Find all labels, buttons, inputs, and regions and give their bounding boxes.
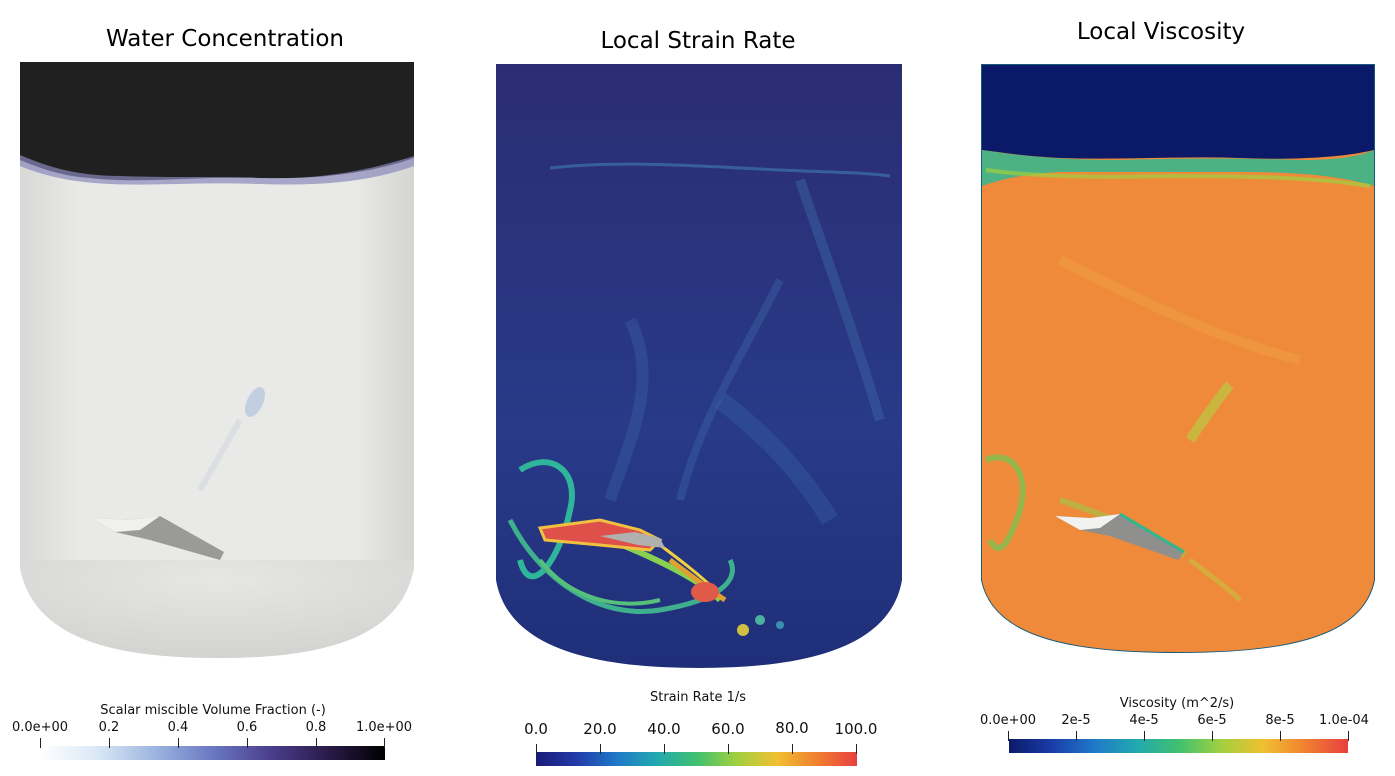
colorbar-tick-label: 40.0 <box>647 720 681 738</box>
colorbar-gradient <box>1009 739 1348 753</box>
colorbar-tick <box>1280 731 1281 741</box>
strain-rate-render <box>496 64 902 668</box>
colorbar-tick-label: 0.2 <box>98 720 120 735</box>
panel-title: Water Concentration <box>105 26 345 52</box>
colorbar-tick-label: 80.0 <box>775 719 809 737</box>
panel-local-viscosity: Local Viscosity Viscosity (m^2/s) 0.0e+0… <box>940 0 1395 776</box>
panel-title: Local Strain Rate <box>600 28 796 54</box>
colorbar-tick-label: 4e-5 <box>1129 713 1159 728</box>
colorbar-tick-label: 60.0 <box>711 720 745 738</box>
colorbar-tick-label: 8e-5 <box>1265 713 1295 728</box>
viscosity-render <box>981 64 1375 654</box>
colorbar-tick <box>728 744 729 754</box>
colorbar-tick <box>178 738 179 748</box>
colorbar-gradient <box>40 746 385 760</box>
colorbar-tick-label: 6e-5 <box>1197 713 1227 728</box>
colorbar-tick <box>316 738 317 748</box>
colorbar-tick <box>109 738 110 748</box>
panel-local-strain-rate: Local Strain Rate <box>460 0 940 776</box>
colorbar-tick <box>536 744 537 754</box>
colorbar-tick-label: 0.4 <box>167 720 189 735</box>
panel-water-concentration: Water Concentration <box>0 0 460 776</box>
colorbar-title: Strain Rate 1/s <box>649 690 747 705</box>
colorbar-tick-label: 1.0e+00 <box>355 720 413 735</box>
colorbar-tick <box>384 738 385 748</box>
colorbar-tick-label: 0.0 <box>524 720 548 738</box>
colorbar-tick-label: 0.0e+00 <box>979 713 1037 728</box>
colorbar-tick <box>1008 731 1009 741</box>
colorbar-tick <box>856 744 857 754</box>
panel-title: Local Viscosity <box>1076 19 1246 45</box>
colorbar-tick <box>1076 731 1077 741</box>
water-concentration-render <box>20 62 414 658</box>
colorbar-tick <box>40 738 41 748</box>
colorbar-tick-label: 0.8 <box>305 720 327 735</box>
colorbar-tick <box>792 744 793 754</box>
colorbar-tick <box>1212 731 1213 741</box>
colorbar-tick-label: 2e-5 <box>1061 713 1091 728</box>
colorbar-tick <box>247 738 248 748</box>
colorbar-tick <box>664 744 665 754</box>
colorbar-tick <box>1348 731 1349 741</box>
colorbar-tick-label: 0.0e+00 <box>11 720 69 735</box>
colorbar-tick-label: 100.0 <box>834 720 878 738</box>
colorbar-tick <box>600 744 601 754</box>
colorbar-tick <box>1144 731 1145 741</box>
colorbar-tick-label: 20.0 <box>583 720 617 738</box>
colorbar-title: Viscosity (m^2/s) <box>1119 696 1235 711</box>
colorbar-tick-label: 1.0e-04 <box>1319 713 1369 728</box>
colorbar-title: Scalar miscible Volume Fraction (-) <box>100 703 326 718</box>
impeller-blade <box>600 532 665 548</box>
colorbar-tick-label: 0.6 <box>236 720 258 735</box>
colorbar-gradient <box>536 752 857 766</box>
